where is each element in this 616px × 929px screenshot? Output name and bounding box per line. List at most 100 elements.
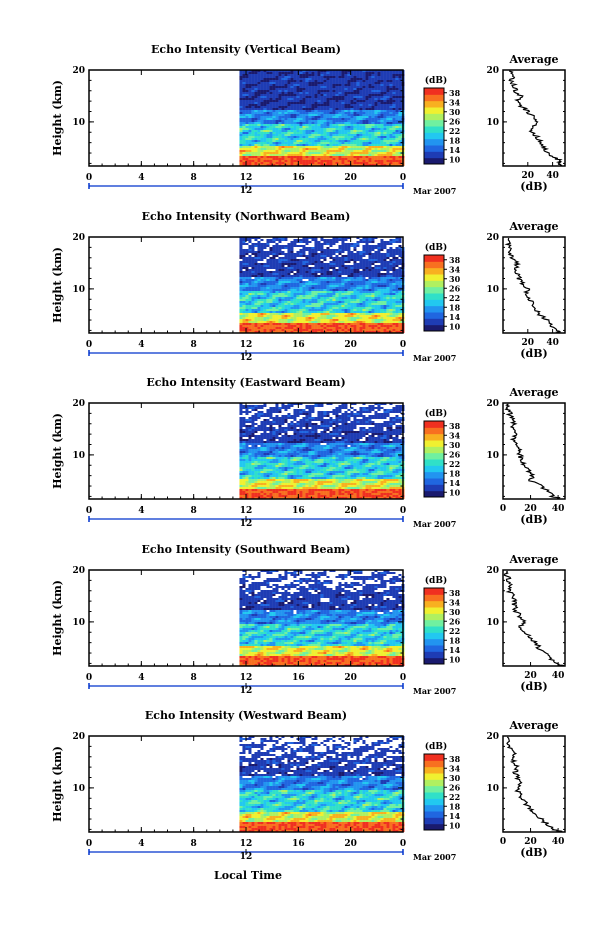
x-tick-label: 0 — [86, 839, 92, 849]
colorbar-swatch — [424, 766, 444, 774]
x-tick-label: 20 — [344, 673, 357, 683]
colorbar-tick-label: 14 — [449, 145, 461, 155]
panel-2: Echo Intensity (Eastward Beam) 0 4 8 12 16 20 0… — [51, 376, 566, 529]
colorbar-tick-label: 10 — [449, 321, 461, 331]
x-tick-label: 0 — [400, 673, 406, 683]
colorbar-tick-label: 22 — [449, 459, 460, 469]
x-tick-label: 12 — [240, 506, 253, 516]
x-tick-label: 20 — [344, 173, 357, 183]
y-tick-label: 10 — [72, 451, 85, 461]
colorbar-swatch — [424, 119, 444, 127]
colorbar-swatch — [424, 619, 444, 627]
x-tick-label: 0 — [400, 173, 406, 183]
date-label: Mar 2007 — [413, 686, 456, 696]
x-tick-label: 12 — [240, 673, 253, 683]
profile-x-tick-label: 20 — [522, 338, 535, 348]
heatmap-cells — [239, 70, 405, 166]
colorbar-swatch — [424, 157, 444, 165]
profile-y-tick-label: 10 — [486, 118, 499, 128]
x-tick-label: 20 — [344, 506, 357, 516]
colorbar-frame — [423, 254, 445, 332]
colorbar-tick-label: 26 — [449, 616, 461, 626]
colorbar-tick-label: 34 — [449, 763, 461, 773]
x-tick-label: 12 — [240, 173, 253, 183]
colorbar-swatch — [424, 293, 444, 300]
colorbar-unit: (dB) — [425, 408, 447, 419]
panel-title: Echo Intensity (Southward Beam) — [142, 543, 351, 556]
panel-title: Echo Intensity (Vertical Beam) — [151, 43, 341, 56]
colorbar-tick-label: 26 — [449, 782, 461, 792]
profile-x-tick-label: 40 — [552, 837, 565, 847]
y-tick-label: 10 — [72, 118, 85, 128]
profile-x-tick-label: 20 — [524, 671, 537, 681]
x-tick-label: 4 — [138, 173, 144, 183]
date-label: Mar 2007 — [413, 353, 456, 363]
colorbar-swatch — [424, 126, 444, 133]
profile-title: Average — [508, 553, 558, 566]
colorbar-swatch — [424, 100, 444, 108]
y-axis-label: Height (km) — [51, 247, 64, 323]
x-tick-label: 12 — [240, 839, 253, 849]
x-tick-label: 16 — [292, 506, 305, 516]
profile-y-tick-label: 20 — [486, 233, 499, 243]
x-tick-label: 4 — [138, 673, 144, 683]
colorbar-tick-label: 10 — [449, 487, 461, 497]
y-tick-label: 10 — [72, 784, 85, 794]
colorbar-swatch — [424, 798, 444, 806]
colorbar-swatch — [424, 645, 444, 652]
profile-frame — [502, 735, 566, 833]
colorbar-swatch — [424, 446, 444, 454]
colorbar-tick-label: 38 — [449, 88, 461, 98]
profile-line — [508, 70, 563, 167]
profile-x-label: (dB) — [520, 347, 547, 360]
profile-line — [503, 570, 565, 667]
x-tick-label: 16 — [292, 839, 305, 849]
colorbar-swatch — [424, 88, 444, 95]
profile-x-tick-label: 40 — [546, 171, 559, 181]
date-marker-label: 12 — [240, 852, 253, 862]
colorbar-swatch — [424, 626, 444, 633]
colorbar-swatch — [424, 433, 444, 441]
colorbar-swatch — [424, 151, 444, 159]
profile-frame — [502, 402, 566, 500]
x-tick-label: 8 — [191, 340, 197, 350]
colorbar-unit: (dB) — [425, 75, 447, 86]
colorbar-frame — [423, 420, 445, 498]
profile-line — [504, 403, 561, 500]
profile-frame — [502, 69, 566, 167]
colorbar-swatch — [424, 312, 444, 319]
colorbar-tick-label: 26 — [449, 283, 461, 293]
colorbar-tick-label: 22 — [449, 626, 460, 636]
colorbar-swatch — [424, 484, 444, 492]
colorbar-swatch — [424, 613, 444, 621]
x-tick-label: 4 — [138, 340, 144, 350]
x-tick-label: 0 — [86, 340, 92, 350]
profile-y-tick-label: 20 — [486, 399, 499, 409]
colorbar-swatch — [424, 823, 444, 831]
profile-x-tick-label: 0 — [500, 837, 506, 847]
colorbar-frame — [423, 753, 445, 831]
heatmap-cells — [239, 403, 405, 499]
colorbar-tick-label: 38 — [449, 754, 461, 764]
colorbar-tick-label: 26 — [449, 449, 461, 459]
colorbar-frame — [423, 587, 445, 665]
profile-title: Average — [508, 53, 558, 66]
profile-title: Average — [508, 220, 558, 233]
colorbar-swatch — [424, 440, 444, 447]
colorbar-swatch — [424, 113, 444, 121]
panel-1: Echo Intensity (Northward Beam) 0 4 8 12 16 20… — [51, 210, 566, 363]
y-axis-label: Height (km) — [51, 580, 64, 656]
colorbar-swatch — [424, 632, 444, 640]
panel-4: Echo Intensity (Westward Beam) 0 4 8 12 16 20 0… — [51, 709, 566, 862]
colorbar-tick-label: 10 — [449, 654, 461, 664]
profile-y-tick-label: 10 — [486, 451, 499, 461]
y-tick-label: 20 — [72, 66, 85, 76]
colorbar-swatch — [424, 145, 444, 152]
colorbar-tick-label: 34 — [449, 430, 461, 440]
panel-0: Echo Intensity (Vertical Beam) 0 4 8 12 16 20 0… — [51, 43, 566, 196]
colorbar-tick-label: 30 — [449, 607, 461, 617]
colorbar-swatch — [424, 459, 444, 466]
colorbar-swatch — [424, 600, 444, 608]
profile-y-tick-label: 10 — [486, 784, 499, 794]
